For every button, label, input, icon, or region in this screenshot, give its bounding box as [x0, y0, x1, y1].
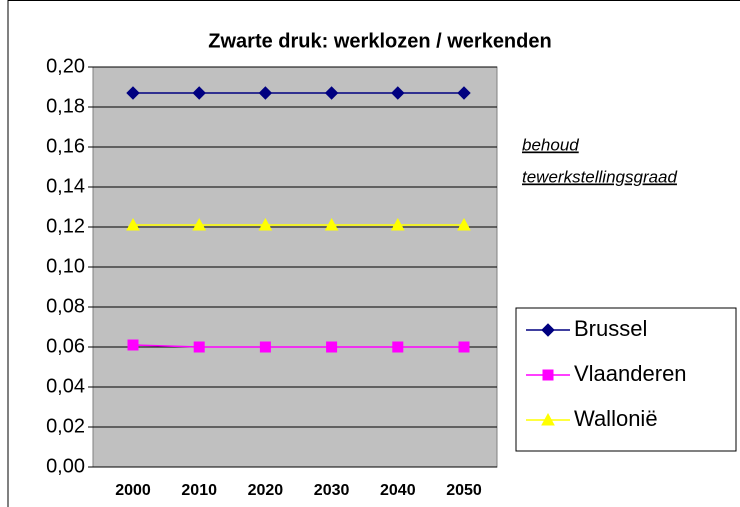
marker — [258, 86, 273, 100]
x-tick-label: 2030 — [314, 482, 350, 499]
marker — [324, 217, 339, 231]
marker — [326, 341, 338, 353]
marker — [126, 217, 140, 231]
marker — [259, 341, 271, 353]
marker — [391, 86, 405, 100]
y-tick-label: 0,14 — [46, 175, 85, 197]
y-tick-label: 0,12 — [46, 215, 85, 237]
marker — [458, 341, 470, 353]
x-tick-label: 2050 — [446, 482, 482, 499]
y-tick-label: 0,20 — [46, 55, 85, 77]
chart-title: Zwarte druk: werklozen / werkenden — [208, 30, 551, 52]
marker — [324, 86, 339, 100]
marker — [127, 339, 139, 351]
annotation: behoud — [522, 135, 579, 154]
marker — [390, 217, 405, 231]
y-tick-label: 0,04 — [46, 375, 85, 397]
marker — [457, 86, 471, 100]
x-tick-label: 2020 — [248, 482, 284, 499]
y-tick-label: 0,00 — [46, 455, 85, 477]
y-tick-label: 0,02 — [46, 415, 85, 437]
x-tick-label: 2010 — [181, 482, 217, 499]
marker — [192, 86, 206, 100]
x-tick-label: 2000 — [115, 482, 151, 499]
marker — [392, 341, 404, 353]
y-tick-label: 0,18 — [46, 95, 85, 117]
marker — [258, 217, 273, 231]
legend-marker — [541, 323, 555, 337]
y-tick-label: 0,10 — [46, 255, 85, 277]
y-tick-label: 0,16 — [46, 135, 85, 157]
x-tick-label: 2040 — [380, 482, 416, 499]
legend-label: Brussel — [574, 316, 647, 341]
legend-marker — [541, 412, 555, 426]
marker — [193, 341, 205, 353]
series-line — [132, 344, 464, 348]
legend-label: Wallonië — [574, 406, 658, 431]
y-tick-label: 0,08 — [46, 295, 85, 317]
annotation: tewerkstellingsgraad — [522, 167, 678, 186]
legend-label: Vlaanderen — [574, 361, 687, 386]
marker — [192, 217, 207, 231]
marker — [457, 217, 471, 231]
legend-marker — [542, 369, 554, 381]
marker — [126, 86, 140, 100]
y-tick-label: 0,06 — [46, 335, 85, 357]
